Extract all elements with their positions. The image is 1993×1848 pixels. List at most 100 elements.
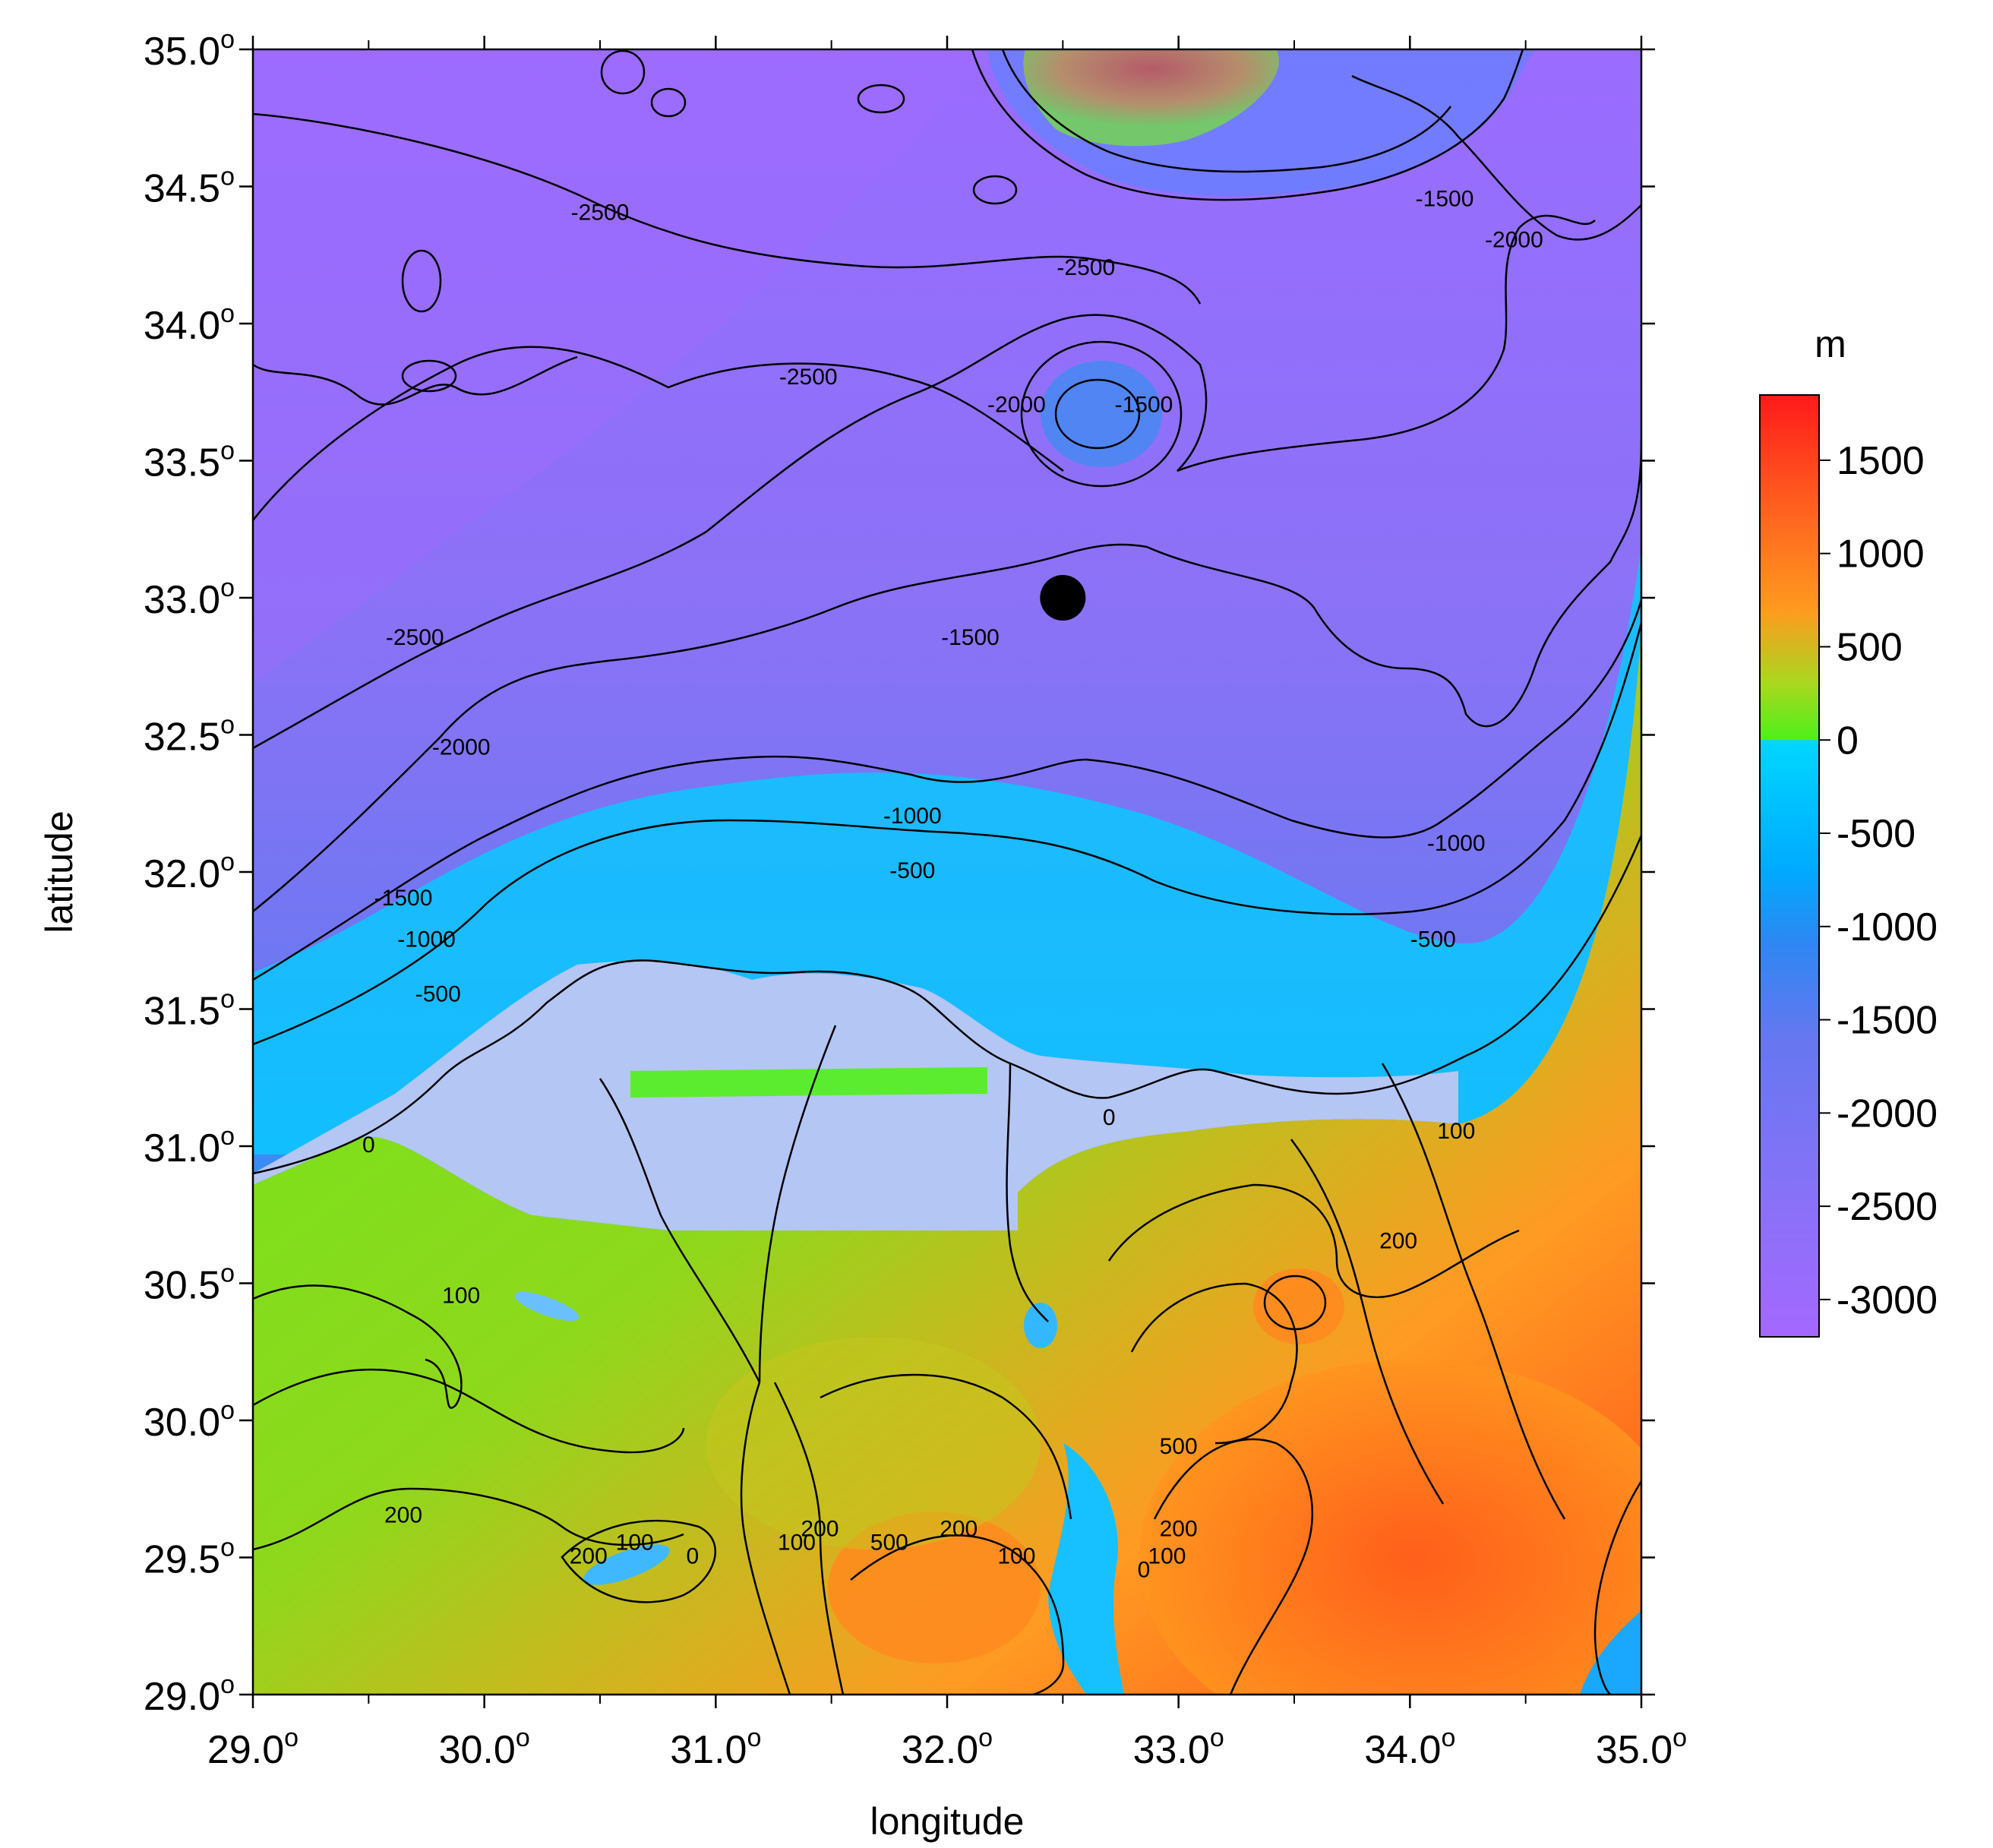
y-tick-label: 29.0o [144, 1670, 235, 1719]
contour-sinai-200 [1130, 1282, 1298, 1445]
contour-500-desert [850, 1534, 1065, 1695]
contour-label: -1500 [374, 886, 433, 911]
colorbar-tick-label: 500 [1837, 625, 1903, 669]
x-axis: 29.0o 30.0o 31.0o 32.0o 33.0o 34.0o 35.0o [207, 36, 1687, 1772]
colorbar: m 1500 1000 500 0 -500 -1000 -1500 -2000 -2500 -3… [1759, 323, 1938, 1338]
contour-label: 100 [616, 1530, 654, 1555]
contour-label: -1000 [397, 927, 456, 952]
contour-closed-3 [857, 84, 905, 114]
delta-branch-2 [758, 1025, 837, 1383]
x-tick-label: 34.0o [1364, 1723, 1455, 1772]
contour-label: 200 [1379, 1228, 1417, 1253]
y-axis-title: latitude [38, 810, 81, 933]
contour-labels: -2500 -2500 -2500 -2500 -2000 -1500 -1500 -1500… [362, 187, 1543, 1583]
y-tick-label: 33.0o [144, 573, 235, 622]
contour-label: 100 [442, 1284, 480, 1309]
contour-label: 200 [1160, 1516, 1198, 1541]
colorbar-tick-label: -1500 [1837, 999, 1938, 1043]
x-tick-label: 30.0o [439, 1723, 530, 1772]
contour-label: -500 [415, 981, 461, 1006]
contour-sinai-ridge-2 [1290, 1139, 1445, 1505]
contour-closed-1 [600, 49, 646, 95]
colorbar-tick-label: -500 [1837, 812, 1916, 856]
contour-zero-coast [253, 835, 1641, 1175]
contour-neg2500-north [253, 112, 1202, 305]
qattara-lake [514, 1291, 580, 1322]
contour-label: -2000 [987, 392, 1046, 417]
contour-200-south [253, 1487, 684, 1551]
colorbar-tick-label: -1000 [1837, 905, 1938, 949]
contour-label: 200 [570, 1544, 608, 1569]
x-tick-label: 31.0o [670, 1723, 761, 1772]
contour-label: 500 [870, 1530, 908, 1555]
contour-seamount-inner [1054, 378, 1141, 450]
eastern-desert-hill [828, 1512, 1041, 1663]
y-tick-label: 33.5o [144, 437, 235, 485]
canal-line [1006, 1063, 1049, 1322]
contour-label: -2500 [386, 625, 444, 650]
contour-label: 100 [997, 1544, 1035, 1569]
y-tick-label: 31.0o [144, 1122, 235, 1170]
contour-label: -2500 [779, 365, 838, 390]
desert-plateau [706, 1337, 1041, 1549]
site-marker [1040, 575, 1086, 621]
contour-label: -500 [1410, 927, 1456, 952]
delta-branch-1 [599, 1078, 761, 1383]
colorbar-tick-label: -2000 [1837, 1091, 1938, 1136]
contour-neg2000-middle [253, 214, 1596, 750]
contour-neg1000 [253, 599, 1641, 981]
y-axis: 35.0o 34.5o 34.0o 33.5o 33.0o 32.5o 32.0o 31.5o… [144, 25, 1655, 1719]
contour-neg2500-middle [253, 346, 1064, 521]
contour-200-desert [820, 1373, 1072, 1520]
contour-label: 100 [778, 1530, 816, 1555]
contour-seamount-outer [1020, 340, 1183, 488]
elevation-map: -2500 -2500 -2500 -2500 -2000 -1500 -1500 -1500… [253, 49, 1641, 1695]
contour-label: 500 [1160, 1434, 1198, 1459]
sinai-highland [1139, 1360, 1641, 1695]
green-band-delta [630, 1067, 987, 1098]
contour-closed-6 [401, 359, 457, 393]
contour-closed-4 [972, 175, 1018, 205]
gulf-of-suez [1048, 1443, 1124, 1695]
contour-label: -2000 [432, 735, 491, 760]
contour-200-west [253, 1368, 685, 1454]
colorbar-tick-label: -2500 [1837, 1185, 1938, 1229]
y-tick-label: 29.5o [144, 1534, 235, 1582]
x-tick-label: 29.0o [207, 1723, 298, 1772]
contour-label: 0 [1103, 1105, 1116, 1130]
coastal-lowland [253, 961, 1458, 1230]
contour-closed-7 [1263, 1275, 1327, 1331]
contour-nile-east [773, 1382, 845, 1695]
contour-sinai-500 [1153, 1438, 1314, 1695]
y-tick-label: 32.5o [144, 711, 235, 760]
contour-lines [253, 49, 1641, 1695]
x-tick-label: 33.0o [1133, 1723, 1224, 1772]
contour-aqaba [1593, 1480, 1641, 1695]
contour-cyprus-2 [1001, 49, 1451, 173]
gulf-of-aqaba [1580, 1610, 1641, 1695]
contour-closed-5 [401, 249, 442, 313]
colorbar-tick-label: 1500 [1837, 439, 1925, 483]
colorbar-unit: m [1815, 323, 1846, 365]
contour-label: 200 [384, 1502, 422, 1527]
contour-nile-west [740, 1382, 791, 1695]
contour-neg1500-middle [253, 440, 1641, 912]
contour-label: -1500 [1416, 187, 1474, 212]
colorbar-tick-label: 0 [1837, 719, 1859, 763]
contour-cyprus-1 [971, 49, 1524, 201]
cyprus-slope [987, 49, 1534, 197]
contour-neg500 [253, 622, 1641, 1046]
contour-neg2500-west [253, 355, 578, 406]
x-tick-label: 32.0o [902, 1723, 993, 1772]
contour-label: 0 [687, 1544, 700, 1569]
bitter-lake [1024, 1303, 1057, 1348]
colorbar-tick-label: 1000 [1837, 532, 1925, 577]
contour-label: 200 [940, 1516, 978, 1541]
x-tick-label: 35.0o [1596, 1723, 1687, 1772]
contour-label: -1000 [1427, 831, 1486, 856]
contour-closed-2 [650, 87, 687, 118]
contour-label: -1000 [883, 804, 942, 829]
contour-label: -2500 [571, 201, 630, 226]
contour-100-west [253, 1284, 463, 1409]
